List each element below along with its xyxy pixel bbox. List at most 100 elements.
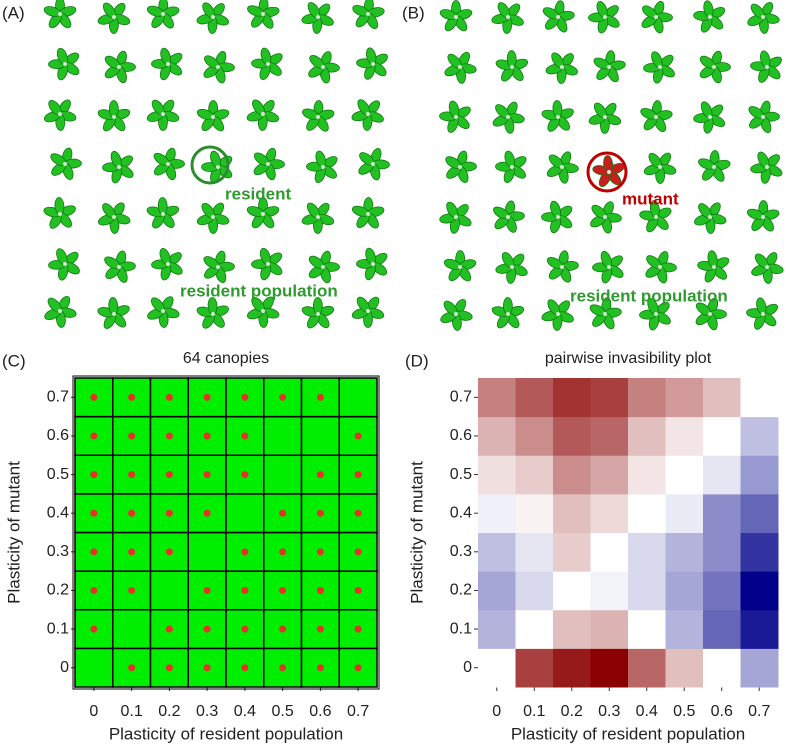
heat-cell [553,532,591,572]
plant [251,247,283,281]
heat-cell [703,648,741,688]
heat-cell [553,609,591,649]
plant [351,99,384,131]
plant [308,250,340,284]
y-tick-label: 0.7 [450,389,472,406]
plant-center [112,215,116,219]
dot [279,586,287,594]
heat-cell [515,455,554,495]
plant [104,250,136,283]
y-tick-label: 0 [60,659,69,676]
heat-cell [740,378,779,418]
plant [246,99,280,131]
dot [203,471,211,479]
dot [203,432,211,440]
plant [639,298,671,331]
heat-cell [478,493,516,533]
plant [439,201,472,234]
dot [165,548,173,556]
y-tick-label: 0.4 [450,504,472,521]
plant [590,201,622,234]
heat-cell [628,493,666,533]
plant [48,248,80,281]
heat-cell [515,532,554,572]
plant-center [371,262,375,266]
plant-center [58,12,62,16]
plant-center [63,62,67,66]
plant [246,296,280,328]
dot [316,509,324,517]
heat-cell [628,609,666,649]
y-tick-label: 0.2 [47,582,69,599]
plant-center [654,115,658,119]
heat-cell [590,648,629,688]
canopy-cell [338,377,378,418]
plant-center [266,162,270,166]
plant-center [112,15,116,19]
plant [153,147,185,181]
plant-center [371,162,375,166]
panel-label: (A) [2,3,25,22]
plant [439,0,473,32]
heat-cell [703,609,741,649]
x-tick-label: 0 [89,703,98,720]
x-tick-label: 0.3 [598,703,620,720]
plant [44,295,77,328]
plant-center [603,312,607,316]
dot [203,509,211,517]
plant-center [765,265,769,269]
dot [354,586,362,594]
plant-center [454,215,458,219]
plant [593,50,626,83]
plant-center [58,212,62,216]
dot [241,548,249,556]
dot [128,509,136,517]
plant-center [556,15,560,19]
heat-cell [553,455,591,495]
dot [128,586,136,594]
panel-label: (D) [405,351,429,370]
plant [698,150,731,182]
dot [354,509,362,517]
heat-cell [628,416,666,456]
plant-center [161,112,165,116]
dot [316,586,324,594]
plant-center [58,112,62,116]
heat-cell [740,609,779,649]
plant [641,0,673,34]
heat-cell [740,455,779,495]
plant-center [166,62,170,66]
plant [203,250,235,284]
plant-center [211,312,215,316]
dot [241,664,249,672]
x-tick-label: 0.1 [523,703,545,720]
plant [146,0,180,29]
plant-center [166,262,170,266]
plant [253,147,285,181]
plant-center [560,265,564,269]
plant [746,297,779,330]
plant-center [216,165,220,169]
plant-center [366,309,370,313]
heat-cell [665,416,704,456]
y-tick-label: 0.4 [47,504,69,521]
heat-cell [515,648,554,688]
plant-center [112,115,116,119]
heat-cell [703,493,741,533]
dot [203,664,211,672]
plant [444,51,477,84]
dot [279,548,287,556]
y-tick-label: 0.1 [450,620,472,637]
plant [750,151,783,184]
heat-cell [590,455,629,495]
plant-center [321,165,325,169]
plant-center [161,212,165,216]
plant-center [658,65,662,69]
heat-cell [703,378,741,418]
dot [354,664,362,672]
plant [356,247,388,281]
plant [246,197,280,229]
dot [354,625,362,633]
plant-center [216,65,220,69]
